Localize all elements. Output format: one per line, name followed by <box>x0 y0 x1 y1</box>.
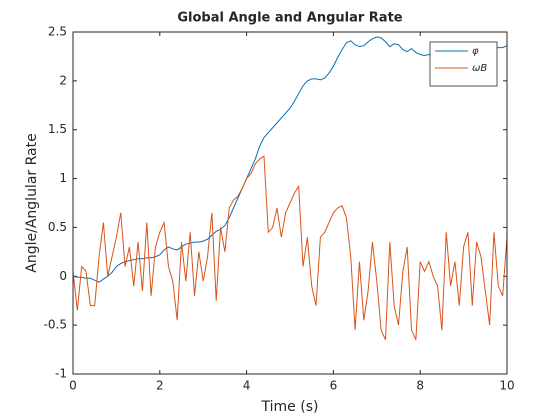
y-axis-label: Angle/Anglular Rate <box>24 133 40 272</box>
legend-box <box>429 41 498 87</box>
y-tick-label: 0 <box>59 269 67 283</box>
y-tick-label: 1 <box>59 171 67 185</box>
y-tick-label: -0.5 <box>44 318 67 332</box>
series-line <box>72 155 508 341</box>
x-tick-label: 2 <box>156 379 164 393</box>
x-tick-label: 8 <box>416 379 424 393</box>
y-tick-label: 1.5 <box>48 122 67 136</box>
y-tick-label: -1 <box>55 367 67 381</box>
legend-label: φ <box>472 46 479 57</box>
x-tick-label: 0 <box>69 379 77 393</box>
x-tick-label: 4 <box>243 379 251 393</box>
legend-label: ωB <box>472 63 487 74</box>
y-tick-label: 0.5 <box>48 220 67 234</box>
x-axis-label: Time (s) <box>261 399 319 415</box>
y-tick-label: 2 <box>59 73 67 87</box>
x-tick-label: 10 <box>499 379 514 393</box>
x-tick-label: 6 <box>330 379 338 393</box>
y-tick-label: 2.5 <box>48 25 67 39</box>
axes-box <box>72 31 508 375</box>
chart-title: Global Angle and Angular Rate <box>177 11 402 26</box>
